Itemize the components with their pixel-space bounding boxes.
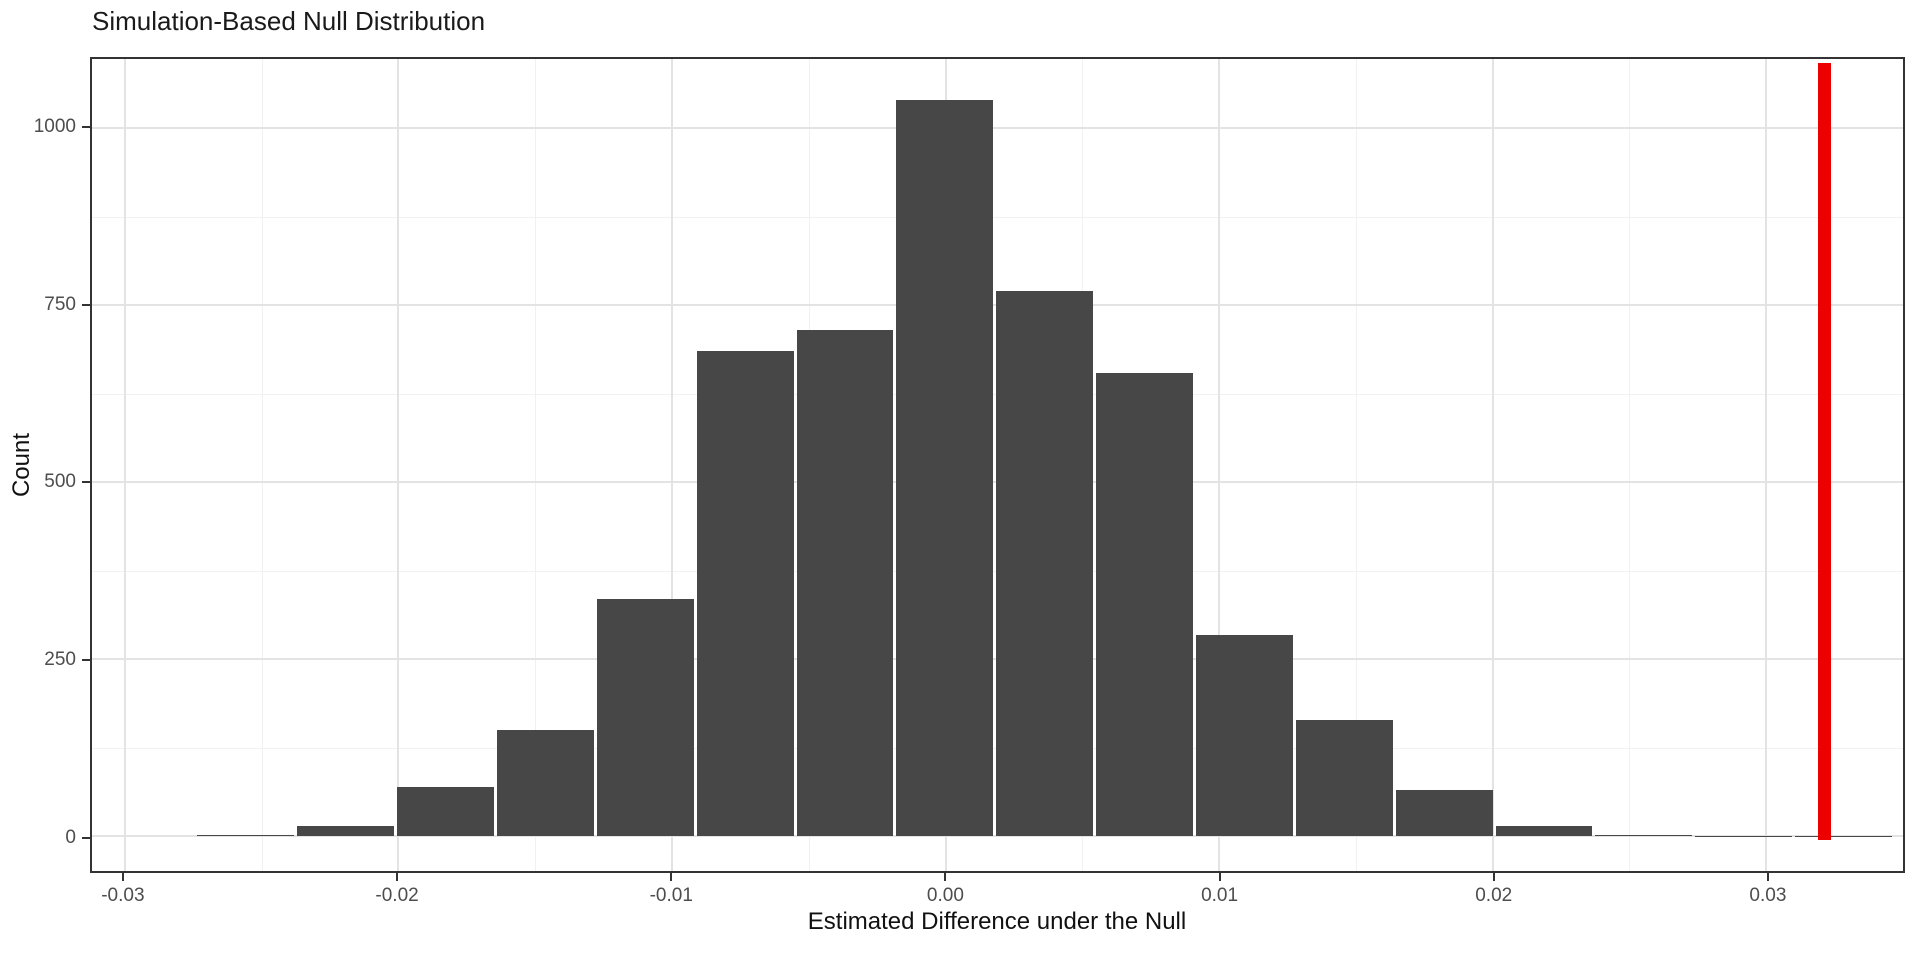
y-axis-tick	[82, 659, 90, 662]
x-axis-tick	[944, 873, 947, 881]
histogram-bar	[197, 834, 295, 837]
x-minor-gridline	[261, 59, 263, 871]
histogram-bar	[1395, 789, 1493, 837]
histogram-bar	[696, 351, 794, 837]
histogram-bar	[796, 330, 894, 837]
histogram-bar	[297, 825, 395, 837]
histogram-bar	[497, 730, 594, 837]
observed-stat-line	[1818, 63, 1832, 841]
x-major-gridline	[1765, 59, 1768, 871]
histogram-bar	[1295, 719, 1393, 837]
y-axis-title: Count	[8, 432, 35, 498]
x-tick-label: -0.03	[101, 885, 145, 906]
y-major-gridline	[92, 127, 1903, 130]
x-tick-label: 0.01	[1201, 885, 1239, 906]
y-axis-tick	[82, 303, 90, 306]
histogram-bar	[1595, 834, 1693, 837]
x-axis-tick	[121, 873, 124, 881]
x-tick-label: -0.02	[375, 885, 419, 906]
x-axis-tick	[1492, 873, 1495, 881]
y-tick-label: 1000	[33, 115, 76, 137]
plot-panel	[90, 57, 1905, 873]
x-axis-tick	[1218, 873, 1221, 881]
y-minor-gridline	[92, 216, 1903, 218]
histogram-bar	[1495, 825, 1593, 837]
histogram-bar	[1695, 835, 1793, 837]
x-axis-tick	[396, 873, 399, 881]
y-tick-label: 500	[44, 471, 76, 493]
y-axis-tick	[82, 125, 90, 128]
y-tick-label: 250	[44, 649, 76, 671]
x-axis-tick	[1766, 873, 1769, 881]
histogram-bar	[896, 100, 994, 837]
x-major-gridline	[1491, 59, 1494, 871]
x-minor-gridline	[1629, 59, 1631, 871]
y-tick-label: 750	[44, 293, 76, 315]
x-tick-label: 0.03	[1749, 885, 1787, 906]
histogram-bar	[397, 786, 494, 837]
x-tick-label: 0.02	[1475, 885, 1513, 906]
x-major-gridline	[123, 59, 126, 871]
histogram-bar	[996, 291, 1094, 837]
x-minor-gridline	[535, 59, 537, 871]
histogram-bar	[596, 599, 694, 837]
histogram-bar	[1195, 634, 1293, 837]
x-axis-tick	[670, 873, 673, 881]
y-tick-label: 0	[65, 827, 76, 849]
x-minor-gridline	[1355, 59, 1357, 871]
y-axis-tick	[82, 837, 90, 840]
x-major-gridline	[1218, 59, 1221, 871]
x-tick-label: 0.00	[926, 885, 964, 906]
plot-title: Simulation-Based Null Distribution	[92, 6, 486, 36]
y-axis-tick	[82, 481, 90, 484]
x-axis-title: Estimated Difference under the Null	[807, 908, 1187, 935]
histogram-bar	[1795, 835, 1892, 837]
x-tick-label: -0.01	[649, 885, 693, 906]
x-major-gridline	[397, 59, 400, 871]
x-major-gridline	[670, 59, 673, 871]
histogram-bar	[1096, 372, 1193, 837]
